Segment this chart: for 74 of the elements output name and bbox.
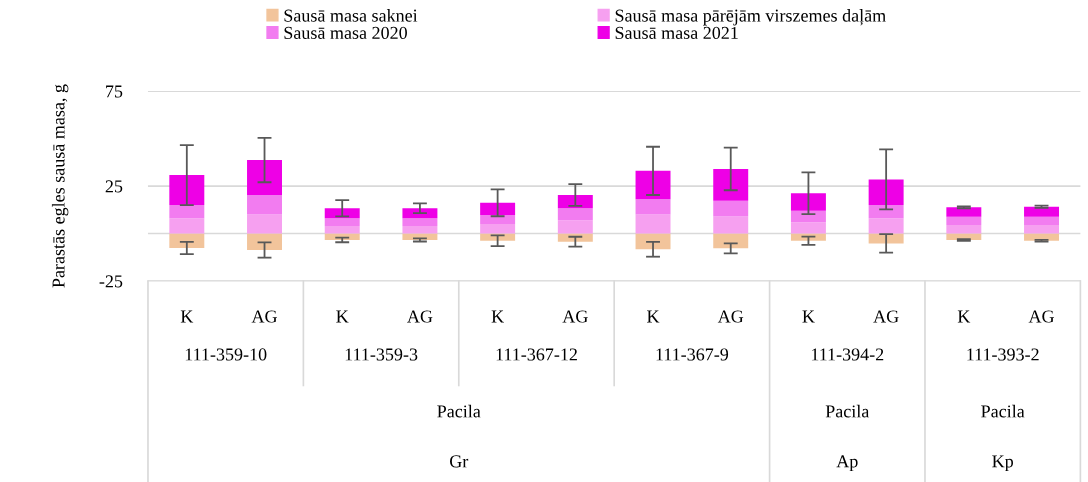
bar [557, 220, 593, 234]
bar [247, 214, 282, 234]
text: Pacila [437, 404, 481, 418]
bar [324, 225, 360, 234]
bar [247, 194, 282, 215]
x-tick-label: K [491, 310, 504, 323]
text: 111-393-2 [967, 348, 1039, 361]
x-tick-label: AG [717, 310, 744, 323]
y-tick-label: 75 [106, 85, 123, 98]
bar [868, 205, 904, 219]
text: Gr [449, 455, 469, 468]
text: Ap [836, 455, 858, 472]
bar [557, 208, 593, 221]
y-tick-label: -25 [99, 275, 123, 288]
x-tick-label: AG [407, 310, 433, 323]
bar [635, 199, 671, 215]
legend-label: Sausā masa 2021 [615, 26, 738, 39]
bar [868, 179, 904, 206]
bar [480, 233, 516, 241]
bar [1024, 216, 1060, 225]
bar [247, 233, 282, 251]
bar [402, 225, 438, 234]
bar [169, 218, 205, 234]
x-tick-label: AG [562, 310, 588, 323]
x-tick-label: K [802, 310, 815, 323]
y-tick-label: 25 [105, 180, 123, 193]
text: Kp [992, 455, 1014, 472]
text: 111-359-10 [185, 348, 267, 361]
bar [946, 224, 982, 234]
x-tick-label: AG [251, 310, 277, 323]
bar [946, 216, 982, 225]
bar [790, 193, 826, 211]
x-tick-label: AG [1028, 310, 1055, 323]
x-tick-label: K [336, 310, 349, 323]
bar [402, 233, 438, 240]
bar [480, 202, 516, 216]
bar [324, 218, 360, 226]
legend-label: Sausā masa 2020 [284, 26, 407, 39]
text: Pacila [981, 404, 1025, 418]
legend-label: Sausā masa pārējām virszemes daļām [615, 9, 886, 26]
text: 111-359-3 [345, 348, 418, 361]
bar [169, 175, 205, 206]
text: 111-367-9 [656, 348, 729, 361]
bar [713, 168, 749, 201]
bar [1024, 233, 1060, 241]
bar [790, 233, 826, 241]
x-tick-label: K [180, 310, 194, 323]
bar [169, 233, 205, 248]
bar [1024, 224, 1060, 234]
bar [790, 210, 826, 223]
bar [946, 207, 982, 217]
text: 111-394-2 [811, 348, 884, 361]
bar [480, 215, 516, 225]
text: 111-367-12 [496, 348, 577, 361]
bar [868, 218, 904, 234]
text: Pacila [825, 404, 870, 418]
y-axis-title: Parastās egles sausā masa, g [51, 84, 69, 288]
bar [790, 222, 826, 234]
x-tick-label: K [957, 310, 971, 323]
legend-label: Sausā masa saknei [284, 9, 418, 22]
bar [713, 216, 749, 234]
x-tick-label: K [647, 310, 660, 323]
bar [169, 205, 205, 219]
x-tick-label: AG [873, 310, 899, 323]
bar [635, 170, 671, 200]
bar [402, 208, 438, 219]
bar [635, 233, 671, 250]
bar [1024, 206, 1060, 217]
bar [402, 218, 438, 226]
bar [635, 214, 671, 234]
bar [713, 233, 749, 249]
bar [713, 200, 749, 217]
bar [480, 224, 516, 234]
bar [247, 160, 282, 195]
